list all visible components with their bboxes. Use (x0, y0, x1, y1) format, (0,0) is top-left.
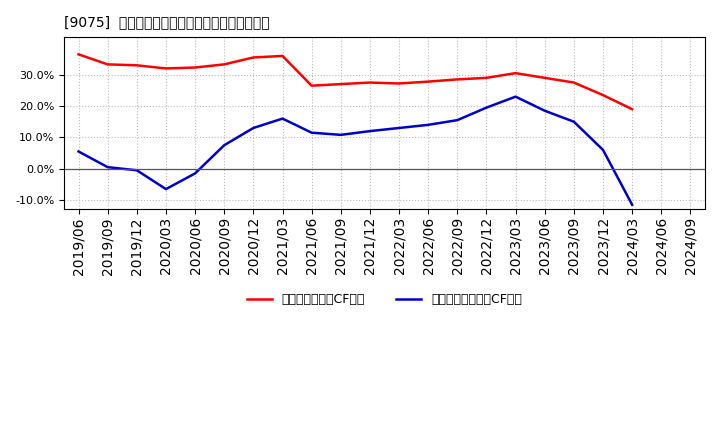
Text: [9075]  有利子負債キャッシュフロー比率の推移: [9075] 有利子負債キャッシュフロー比率の推移 (64, 15, 269, 29)
有利子負債営業CF比率 (278, 53, 287, 59)
有利子負債フリーCF比率 (366, 128, 374, 134)
有利子負債営業CF比率 (191, 65, 199, 70)
有利子負債フリーCF比率 (220, 143, 228, 148)
有利子負債フリーCF比率 (570, 119, 578, 125)
有利子負債フリーCF比率 (453, 117, 462, 123)
有利子負債営業CF比率 (453, 77, 462, 82)
有利子負債営業CF比率 (220, 62, 228, 67)
有利子負債フリーCF比率 (191, 171, 199, 176)
有利子負債営業CF比率 (628, 106, 636, 112)
有利子負債営業CF比率 (104, 62, 112, 67)
有利子負債営業CF比率 (249, 55, 258, 60)
有利子負債営業CF比率 (599, 92, 608, 98)
有利子負債フリーCF比率 (307, 130, 316, 136)
有利子負債営業CF比率 (570, 80, 578, 85)
有利子負債フリーCF比率 (482, 105, 491, 110)
有利子負債フリーCF比率 (511, 94, 520, 99)
有利子負債営業CF比率 (336, 81, 345, 87)
有利子負債フリーCF比率 (541, 108, 549, 114)
有利子負債営業CF比率 (132, 62, 141, 68)
有利子負債フリーCF比率 (249, 125, 258, 131)
有利子負債営業CF比率 (161, 66, 170, 71)
Line: 有利子負債フリーCF比率: 有利子負債フリーCF比率 (78, 97, 632, 205)
有利子負債フリーCF比率 (161, 187, 170, 192)
有利子負債営業CF比率 (482, 75, 491, 81)
有利子負債営業CF比率 (366, 80, 374, 85)
Line: 有利子負債営業CF比率: 有利子負債営業CF比率 (78, 55, 632, 109)
有利子負債営業CF比率 (74, 52, 83, 57)
有利子負債フリーCF比率 (336, 132, 345, 138)
Legend: 有利子負債営業CF比率, 有利子負債フリーCF比率: 有利子負債営業CF比率, 有利子負債フリーCF比率 (242, 288, 527, 311)
有利子負債営業CF比率 (511, 70, 520, 76)
有利子負債フリーCF比率 (132, 168, 141, 173)
有利子負債営業CF比率 (395, 81, 403, 86)
有利子負債営業CF比率 (424, 79, 433, 84)
有利子負債フリーCF比率 (628, 202, 636, 207)
有利子負債フリーCF比率 (74, 149, 83, 154)
有利子負債営業CF比率 (307, 83, 316, 88)
有利子負債営業CF比率 (541, 75, 549, 81)
有利子負債フリーCF比率 (278, 116, 287, 121)
有利子負債フリーCF比率 (395, 125, 403, 131)
有利子負債フリーCF比率 (599, 147, 608, 153)
有利子負債フリーCF比率 (104, 165, 112, 170)
有利子負債フリーCF比率 (424, 122, 433, 128)
